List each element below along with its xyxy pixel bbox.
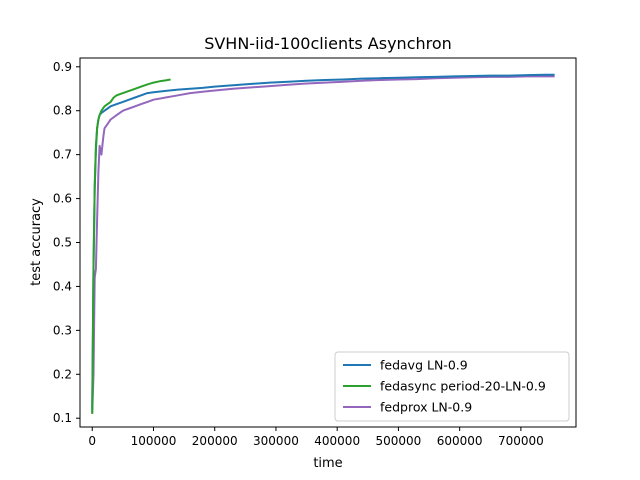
y-axis-label: test accuracy (29, 198, 44, 286)
y-tick-label: 0.9 (53, 60, 72, 74)
y-tick-label: 0.7 (53, 148, 72, 162)
y-tick-label: 0.3 (53, 323, 72, 337)
x-axis-label: time (313, 456, 342, 471)
series-line-fedprox (91, 75, 555, 414)
y-tick-label: 0.5 (53, 236, 72, 250)
y-tick-label: 0.2 (53, 367, 72, 381)
legend-label-fedprox: fedprox LN-0.9 (380, 400, 472, 415)
x-tick-label: 200000 (192, 434, 238, 448)
x-tick-label: 300000 (253, 434, 299, 448)
x-tick-label: 700000 (498, 434, 544, 448)
x-tick-label: 600000 (437, 434, 483, 448)
series-layer (91, 73, 555, 414)
legend-box (334, 351, 570, 422)
y-tick-label: 0.4 (53, 279, 72, 293)
plot-area (91, 73, 555, 414)
y-tick-label: 0.8 (53, 104, 72, 118)
chart-title: SVHN-iid-100clients Asynchron (204, 34, 452, 53)
x-tick-label: 0 (88, 434, 96, 448)
legend: fedavg LN-0.9 fedasync period-20-LN-0.9 … (334, 351, 570, 422)
legend-label-fedavg: fedavg LN-0.9 (380, 358, 468, 373)
y-tick-label: 0.6 (53, 192, 72, 206)
x-tick-label: 400000 (314, 434, 360, 448)
x-tick-label: 500000 (376, 434, 422, 448)
x-tick-label: 100000 (131, 434, 177, 448)
series-line-fedasync (91, 78, 171, 414)
y-tick-label: 0.1 (53, 411, 72, 425)
legend-label-fedasync: fedasync period-20-LN-0.9 (380, 379, 546, 394)
plot-frame (79, 57, 577, 428)
x-axis-ticks: 0 100000 200000 300000 400000 500000 600000 700… (88, 427, 544, 448)
y-axis-ticks: 0.1 0.2 0.3 0.4 0.5 0.6 0.7 0.8 0.9 (53, 60, 80, 425)
